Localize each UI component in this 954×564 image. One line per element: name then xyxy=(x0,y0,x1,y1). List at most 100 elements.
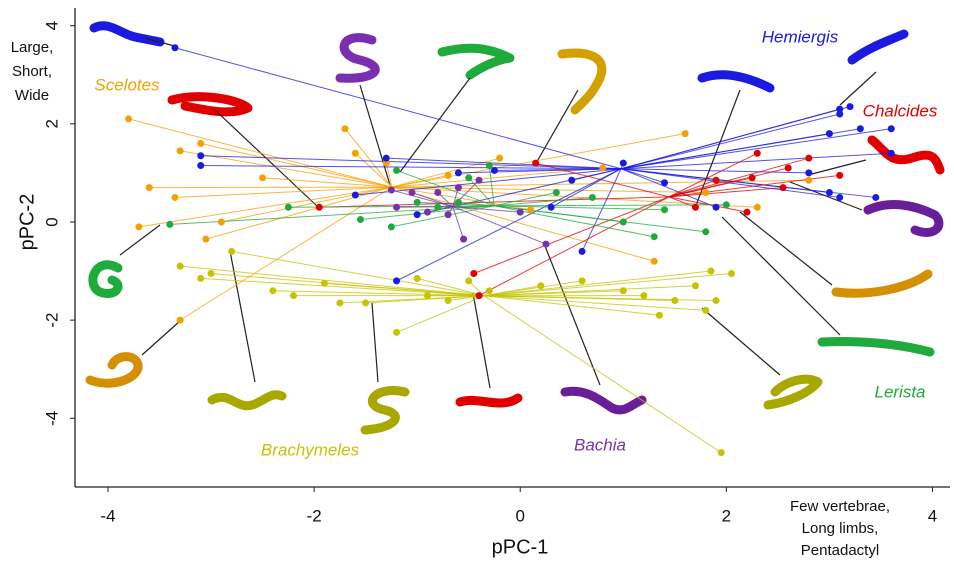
point xyxy=(619,287,627,295)
point xyxy=(217,218,225,226)
point xyxy=(145,184,153,192)
point xyxy=(387,223,395,231)
silhouette xyxy=(335,33,380,83)
tree-branch xyxy=(128,118,392,188)
plot-area xyxy=(125,44,895,457)
tree-branch xyxy=(458,201,495,207)
point xyxy=(490,166,498,174)
tree-branch xyxy=(468,177,495,207)
tree-branch xyxy=(668,177,753,198)
point xyxy=(351,191,359,199)
point xyxy=(712,297,720,305)
tree-branch xyxy=(411,192,453,208)
silhouette xyxy=(867,135,945,175)
point xyxy=(887,149,895,157)
silhouette xyxy=(847,29,909,65)
leader-line xyxy=(701,307,781,376)
tree-branch xyxy=(391,205,495,228)
point xyxy=(547,203,555,211)
tree-branch xyxy=(452,206,465,240)
silhouette xyxy=(85,352,143,388)
point xyxy=(320,279,328,287)
tree-branch xyxy=(483,295,722,454)
point xyxy=(599,164,607,172)
tree-branch xyxy=(494,192,557,207)
point xyxy=(532,159,540,167)
point xyxy=(619,159,627,167)
point xyxy=(207,270,215,278)
series-label: Hemiergis xyxy=(762,27,839,46)
point xyxy=(423,292,431,300)
point xyxy=(872,193,880,201)
point xyxy=(887,125,895,133)
point xyxy=(444,171,452,179)
x-tick-label: -2 xyxy=(307,506,322,525)
point xyxy=(702,189,710,197)
point xyxy=(753,203,761,211)
point xyxy=(444,211,452,219)
point xyxy=(197,274,205,282)
tree-branch xyxy=(262,177,392,188)
annotation: Wide xyxy=(15,87,49,104)
point xyxy=(228,247,236,255)
point xyxy=(135,223,143,231)
point xyxy=(408,189,416,197)
tree-branch xyxy=(478,196,670,297)
annotation: Few vertebrae, xyxy=(790,498,890,515)
point xyxy=(197,152,205,160)
silhouette xyxy=(831,269,933,298)
y-axis-title: pPC-2 xyxy=(16,194,38,251)
tree-branch xyxy=(484,273,732,297)
point xyxy=(578,277,586,285)
series-label: Bachia xyxy=(574,435,626,454)
point xyxy=(454,198,462,206)
point xyxy=(707,267,715,275)
point xyxy=(836,105,844,113)
silhouette xyxy=(437,43,515,80)
silhouettes xyxy=(85,21,945,435)
tree-branch xyxy=(205,186,393,240)
leader-line xyxy=(839,71,877,106)
tree-branch xyxy=(452,206,521,213)
tree-branch xyxy=(620,113,840,170)
point xyxy=(825,189,833,197)
point xyxy=(496,154,504,162)
tree-branch xyxy=(473,196,670,274)
silhouette xyxy=(360,386,410,435)
silhouette xyxy=(207,390,287,411)
point xyxy=(171,44,179,52)
tree-branch xyxy=(484,295,706,311)
point xyxy=(475,176,483,184)
tree-branch xyxy=(621,168,876,198)
point xyxy=(748,174,756,182)
tree-branch xyxy=(668,157,809,198)
point xyxy=(393,328,401,336)
leader-lines xyxy=(119,37,877,389)
tree-branch xyxy=(200,142,392,188)
leader-line xyxy=(229,250,256,383)
point xyxy=(527,206,535,214)
annotation: Pentadactyl xyxy=(801,542,879,559)
tree-branch xyxy=(484,295,660,316)
point xyxy=(176,147,184,155)
point xyxy=(475,292,483,300)
tree-branch xyxy=(668,187,784,198)
series-label: Scelotes xyxy=(94,75,160,94)
y-tick-label: -2 xyxy=(42,313,61,328)
leader-line xyxy=(141,320,181,356)
point xyxy=(171,193,179,201)
point xyxy=(661,179,669,187)
tree-branch xyxy=(621,168,809,174)
point xyxy=(805,169,813,177)
point xyxy=(542,240,550,248)
point xyxy=(485,162,493,170)
point xyxy=(661,206,669,214)
point xyxy=(470,270,478,278)
point xyxy=(825,130,833,138)
tree-branch xyxy=(391,174,449,188)
tree-branch xyxy=(452,206,547,245)
point xyxy=(413,274,421,282)
tree-branch xyxy=(391,189,453,208)
point xyxy=(259,174,267,182)
x-tick-label: 2 xyxy=(722,506,731,525)
